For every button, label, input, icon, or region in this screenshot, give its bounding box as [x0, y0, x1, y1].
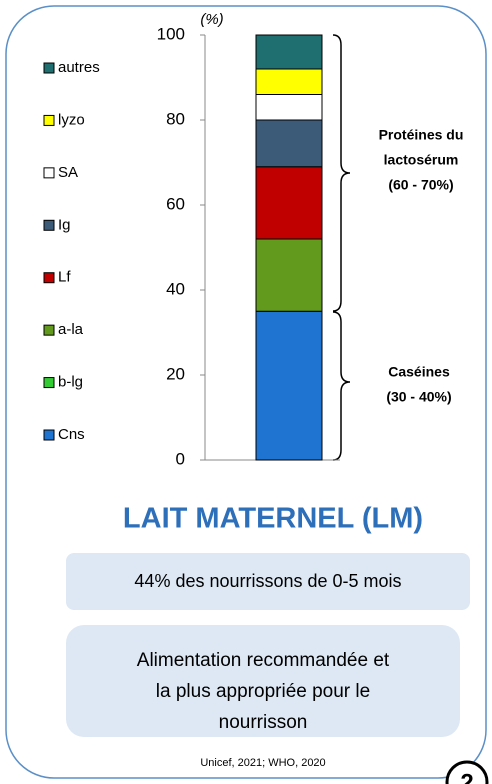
legend-label: Ig	[58, 216, 71, 233]
page-number: 2	[460, 769, 473, 784]
legend-swatch	[43, 324, 55, 336]
legend-label: autres	[58, 59, 100, 76]
y-axis-label: (%)	[200, 11, 223, 28]
fact-box	[66, 553, 470, 610]
source: Unicef, 2021; WHO, 2020	[200, 757, 325, 769]
bar-segment	[255, 34, 323, 70]
y-tick-label: 0	[176, 449, 185, 468]
y-tick-label: 40	[166, 279, 185, 298]
title: LAIT MATERNEL (LM)	[123, 503, 423, 535]
legend-label: a-la	[58, 321, 84, 338]
recommendation-line: la plus appropriée pour le	[156, 681, 370, 702]
bar-segment	[255, 238, 323, 312]
bar-segment	[255, 166, 323, 240]
brace	[332, 34, 351, 312]
annotation: lactosérum	[384, 152, 459, 168]
bar-segment	[255, 68, 323, 95]
brace	[332, 311, 351, 461]
legend-label: Lf	[58, 269, 71, 286]
y-tick-label: 60	[166, 194, 185, 213]
legend-swatch	[43, 62, 55, 74]
fact: 44% des nourrissons de 0-5 mois	[134, 571, 401, 591]
legend-swatch	[43, 219, 55, 231]
legend-swatch	[43, 167, 55, 179]
annotation: Caséines	[388, 364, 450, 380]
y-tick-label: 100	[157, 24, 185, 43]
legend-swatch	[43, 272, 55, 284]
annotation: Protéines du	[379, 127, 464, 143]
recommendation-line: Alimentation recommandée et	[137, 650, 390, 671]
recommendation-line: nourrisson	[219, 712, 308, 733]
legend-swatch	[43, 114, 55, 126]
y-tick-label: 80	[166, 109, 185, 128]
bar-segment	[255, 119, 323, 168]
bar-segment	[255, 310, 323, 461]
legend-swatch	[43, 377, 55, 389]
annotation: (60 - 70%)	[388, 177, 453, 193]
legend-label: b-lg	[58, 374, 83, 391]
legend-label: SA	[58, 164, 78, 181]
y-tick-label: 20	[166, 364, 185, 383]
legend-label: Cns	[58, 426, 85, 443]
annotation: (30 - 40%)	[386, 389, 451, 405]
legend-swatch	[43, 429, 55, 441]
legend-label: lyzo	[58, 111, 85, 128]
page-badge	[445, 760, 489, 784]
recommendation-box	[66, 625, 460, 737]
bar-segment	[255, 94, 323, 121]
